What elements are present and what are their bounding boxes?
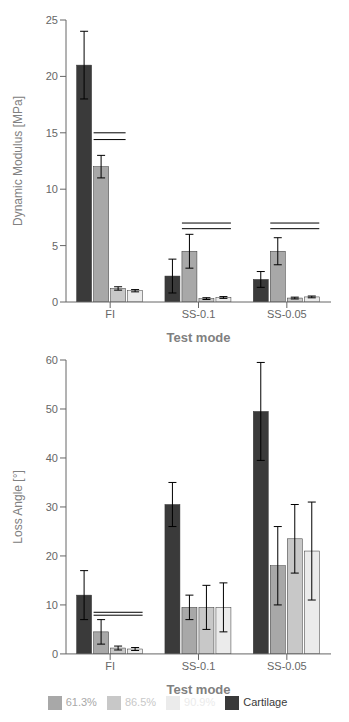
- svg-text:SS-0.1: SS-0.1: [182, 660, 216, 672]
- html-text:90.9%: 90.9%: [184, 695, 216, 708]
- svg-text:Test mode: Test mode: [166, 682, 230, 697]
- svg-text:5: 5: [52, 240, 58, 252]
- html-text:86.5%: 86.5%: [124, 695, 157, 708]
- svg-text:FI: FI: [105, 660, 115, 672]
- svg-text:SS-0.1: SS-0.1: [182, 308, 216, 320]
- svg-text:SS-0.05: SS-0.05: [267, 308, 307, 320]
- svg-text:20: 20: [46, 550, 58, 562]
- html-text:61.3%: 61.3%: [65, 695, 97, 708]
- svg-text:60: 60: [46, 354, 58, 366]
- svg-text:25: 25: [46, 14, 58, 26]
- html-text:Cartilage: Cartilage: [243, 695, 288, 708]
- svg-text:0: 0: [52, 648, 58, 660]
- svg-text:15: 15: [46, 127, 58, 139]
- svg-text:0: 0: [52, 296, 58, 308]
- svg-text:SS-0.05: SS-0.05: [267, 660, 307, 672]
- svg-text:10: 10: [46, 183, 58, 195]
- svg-text:40: 40: [46, 452, 58, 464]
- svg-text:50: 50: [46, 403, 58, 415]
- svg-text:20: 20: [46, 70, 58, 82]
- svg-text:Loss Angle [°]: Loss Angle [°]: [11, 470, 25, 544]
- svg-text:FI: FI: [105, 308, 115, 320]
- svg-text:30: 30: [46, 501, 58, 513]
- svg-text:Dynamic Modulus [MPa]: Dynamic Modulus [MPa]: [11, 96, 25, 226]
- svg-text:Test mode: Test mode: [166, 330, 230, 345]
- svg-text:10: 10: [46, 599, 58, 611]
